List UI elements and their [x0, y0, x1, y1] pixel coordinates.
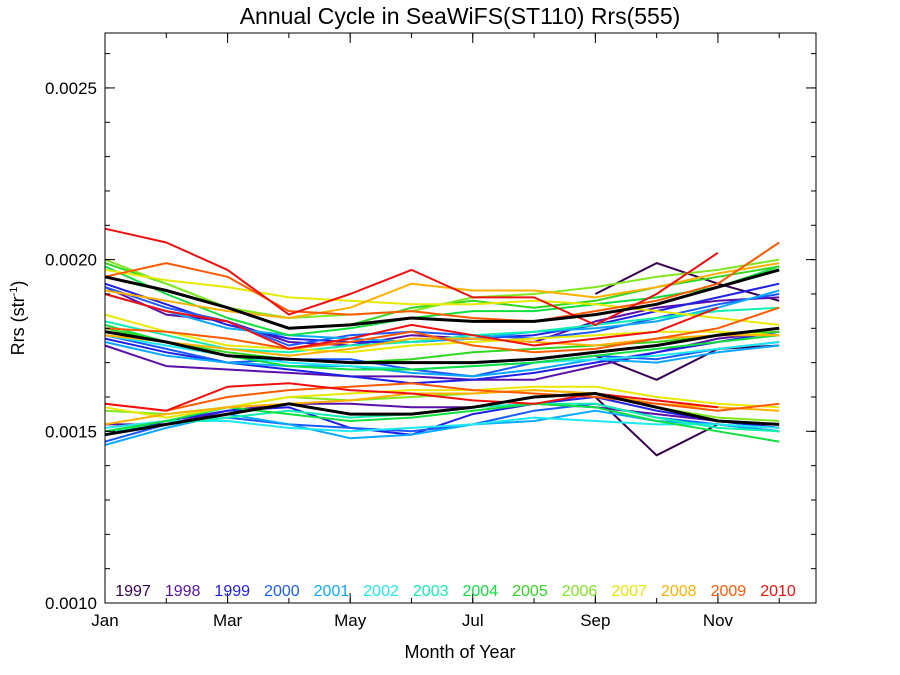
series-line-2009-33	[104, 306, 780, 354]
x-tick-label: May	[334, 611, 367, 630]
y-axis-label-close: )	[8, 281, 28, 287]
legend-entry-2001: 2001	[314, 583, 350, 600]
series-line-2010-35	[104, 227, 719, 326]
x-tick-label: Mar	[213, 611, 243, 630]
legend: 1997 1998 1999 2000 2001 2002 2003 2004 2005 2006…	[115, 583, 796, 600]
x-tick-label: Jan	[91, 611, 118, 630]
x-tick-label: Sep	[580, 611, 610, 630]
legend-entry-2000: 2000	[264, 583, 300, 600]
legend-entry-1998: 1998	[165, 583, 201, 600]
series-layer	[104, 227, 780, 457]
plot-frame	[104, 32, 817, 604]
legend-entry-2007: 2007	[611, 583, 647, 600]
legend-entry-2009: 2009	[711, 583, 747, 600]
y-tick-label: 0.0020	[45, 251, 97, 270]
y-axis-label-sup: -1	[8, 287, 20, 297]
series-line-2002-16	[104, 416, 780, 433]
series-line-2009-34	[104, 382, 780, 412]
legend-entry-2008: 2008	[661, 583, 697, 600]
series-line-2005-23	[104, 327, 780, 364]
x-tick-label: Jul	[462, 611, 484, 630]
y-tick-label: 0.0025	[45, 79, 97, 98]
series-line-2007-27	[104, 313, 780, 354]
mean-line-40	[104, 392, 780, 437]
series-line-2008-29	[104, 262, 780, 319]
mean-line-39	[104, 326, 780, 365]
legend-entry-2003: 2003	[413, 583, 449, 600]
series-line-2000-10	[104, 334, 780, 378]
legend-entry-1997: 1997	[115, 583, 151, 600]
mean-line-38	[104, 268, 780, 330]
legend-entry-2006: 2006	[562, 583, 598, 600]
legend-entry-2010: 2010	[760, 583, 796, 600]
legend-entry-2004: 2004	[463, 583, 499, 600]
y-tick-label: 0.0015	[45, 422, 97, 441]
series-line-2010-36	[104, 293, 719, 350]
legend-entry-1999: 1999	[214, 583, 250, 600]
y-tick-label: 0.0010	[45, 594, 97, 613]
y-axis-label-main: Rrs (str	[8, 296, 28, 355]
series-line-1997-1	[594, 344, 780, 381]
tick-layer: Jan Mar May Jul Sep Nov 0.0010 0.0015 0.0020 0.00…	[45, 33, 816, 630]
legend-entry-2005: 2005	[512, 583, 548, 600]
legend-entry-2002: 2002	[363, 583, 399, 600]
series-line-2007-26	[104, 268, 780, 326]
series-line-2009-32	[104, 241, 780, 323]
series-line-2001-13	[104, 341, 780, 378]
chart-title: Annual Cycle in SeaWiFS(ST110) Rrs(555)	[240, 3, 681, 29]
x-tick-label: Nov	[703, 611, 734, 630]
x-axis-label: Month of Year	[404, 642, 515, 662]
series-line-2010-37	[104, 382, 719, 412]
series-line-1999-8	[104, 396, 780, 436]
y-axis-label: Rrs (str-1)	[8, 281, 28, 356]
series-line-2001-12	[104, 289, 780, 343]
